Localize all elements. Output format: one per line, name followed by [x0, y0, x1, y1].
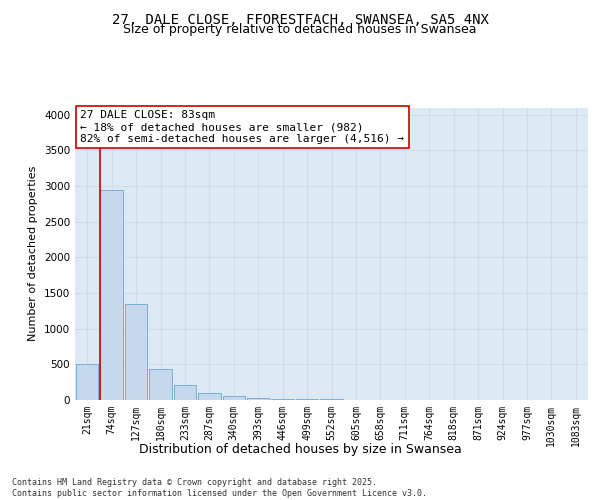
- Bar: [223, 396, 245, 400]
- Text: Distribution of detached houses by size in Swansea: Distribution of detached houses by size …: [139, 442, 461, 456]
- Bar: [76, 364, 98, 400]
- Bar: [173, 384, 196, 400]
- Text: 27 DALE CLOSE: 83sqm
← 18% of detached houses are smaller (982)
82% of semi-deta: 27 DALE CLOSE: 83sqm ← 18% of detached h…: [80, 110, 404, 144]
- Text: Size of property relative to detached houses in Swansea: Size of property relative to detached ho…: [123, 24, 477, 36]
- Bar: [198, 392, 221, 400]
- Y-axis label: Number of detached properties: Number of detached properties: [28, 166, 38, 342]
- Bar: [247, 398, 269, 400]
- Bar: [149, 370, 172, 400]
- Text: Contains HM Land Registry data © Crown copyright and database right 2025.
Contai: Contains HM Land Registry data © Crown c…: [12, 478, 427, 498]
- Bar: [100, 190, 123, 400]
- Text: 27, DALE CLOSE, FFORESTFACH, SWANSEA, SA5 4NX: 27, DALE CLOSE, FFORESTFACH, SWANSEA, SA…: [112, 12, 488, 26]
- Bar: [125, 304, 148, 400]
- Bar: [271, 398, 294, 400]
- Bar: [296, 399, 319, 400]
